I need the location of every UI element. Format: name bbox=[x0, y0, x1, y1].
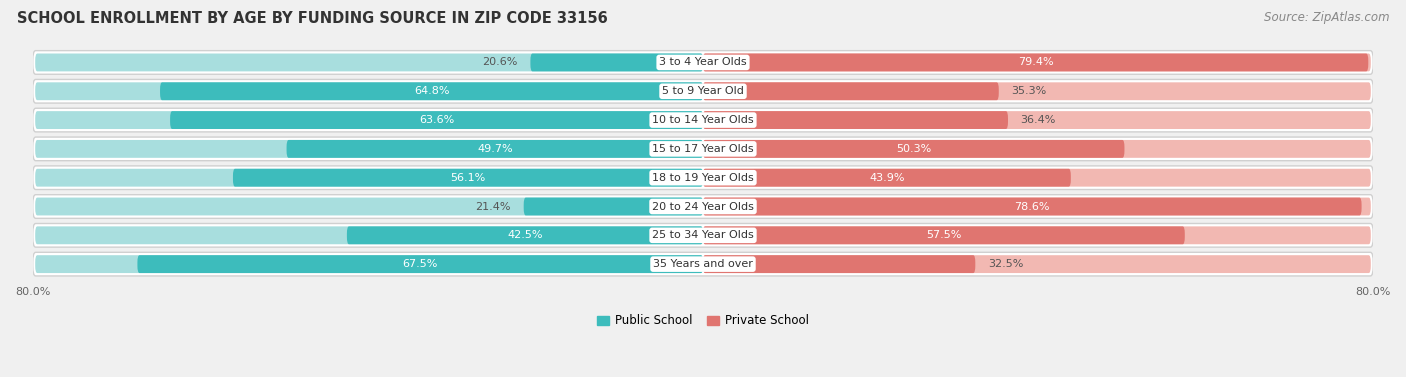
Legend: Public School, Private School: Public School, Private School bbox=[598, 314, 808, 328]
FancyBboxPatch shape bbox=[32, 108, 1374, 132]
FancyBboxPatch shape bbox=[530, 54, 703, 71]
Text: 35.3%: 35.3% bbox=[1011, 86, 1046, 96]
FancyBboxPatch shape bbox=[32, 195, 1374, 218]
FancyBboxPatch shape bbox=[35, 226, 703, 244]
Text: 18 to 19 Year Olds: 18 to 19 Year Olds bbox=[652, 173, 754, 183]
FancyBboxPatch shape bbox=[703, 226, 1185, 244]
Text: Source: ZipAtlas.com: Source: ZipAtlas.com bbox=[1264, 11, 1389, 24]
FancyBboxPatch shape bbox=[35, 140, 703, 158]
FancyBboxPatch shape bbox=[32, 51, 1374, 74]
Text: 56.1%: 56.1% bbox=[450, 173, 485, 183]
FancyBboxPatch shape bbox=[523, 198, 703, 215]
Text: 35 Years and over: 35 Years and over bbox=[652, 259, 754, 269]
Text: 50.3%: 50.3% bbox=[896, 144, 931, 154]
FancyBboxPatch shape bbox=[35, 255, 703, 273]
FancyBboxPatch shape bbox=[233, 169, 703, 187]
FancyBboxPatch shape bbox=[32, 224, 1374, 247]
FancyBboxPatch shape bbox=[703, 140, 1125, 158]
Text: 20 to 24 Year Olds: 20 to 24 Year Olds bbox=[652, 202, 754, 211]
FancyBboxPatch shape bbox=[703, 226, 1371, 244]
Text: 3 to 4 Year Olds: 3 to 4 Year Olds bbox=[659, 57, 747, 67]
FancyBboxPatch shape bbox=[160, 82, 703, 100]
FancyBboxPatch shape bbox=[703, 82, 1371, 100]
FancyBboxPatch shape bbox=[703, 54, 1371, 71]
Text: 67.5%: 67.5% bbox=[402, 259, 437, 269]
Text: 78.6%: 78.6% bbox=[1015, 202, 1050, 211]
Text: 57.5%: 57.5% bbox=[927, 230, 962, 240]
FancyBboxPatch shape bbox=[35, 169, 703, 187]
FancyBboxPatch shape bbox=[703, 255, 1371, 273]
FancyBboxPatch shape bbox=[35, 54, 703, 71]
Text: 36.4%: 36.4% bbox=[1021, 115, 1056, 125]
Text: 79.4%: 79.4% bbox=[1018, 57, 1053, 67]
Text: SCHOOL ENROLLMENT BY AGE BY FUNDING SOURCE IN ZIP CODE 33156: SCHOOL ENROLLMENT BY AGE BY FUNDING SOUR… bbox=[17, 11, 607, 26]
FancyBboxPatch shape bbox=[35, 198, 703, 215]
Text: 64.8%: 64.8% bbox=[413, 86, 450, 96]
FancyBboxPatch shape bbox=[347, 226, 703, 244]
FancyBboxPatch shape bbox=[703, 198, 1361, 215]
FancyBboxPatch shape bbox=[32, 80, 1374, 103]
Text: 21.4%: 21.4% bbox=[475, 202, 512, 211]
FancyBboxPatch shape bbox=[703, 169, 1371, 187]
FancyBboxPatch shape bbox=[703, 82, 998, 100]
FancyBboxPatch shape bbox=[703, 140, 1371, 158]
FancyBboxPatch shape bbox=[703, 169, 1071, 187]
FancyBboxPatch shape bbox=[35, 111, 703, 129]
Text: 10 to 14 Year Olds: 10 to 14 Year Olds bbox=[652, 115, 754, 125]
FancyBboxPatch shape bbox=[703, 111, 1371, 129]
FancyBboxPatch shape bbox=[138, 255, 703, 273]
FancyBboxPatch shape bbox=[35, 82, 703, 100]
FancyBboxPatch shape bbox=[703, 198, 1371, 215]
FancyBboxPatch shape bbox=[287, 140, 703, 158]
FancyBboxPatch shape bbox=[32, 252, 1374, 276]
Text: 32.5%: 32.5% bbox=[988, 259, 1024, 269]
FancyBboxPatch shape bbox=[32, 166, 1374, 190]
Text: 63.6%: 63.6% bbox=[419, 115, 454, 125]
FancyBboxPatch shape bbox=[170, 111, 703, 129]
Text: 5 to 9 Year Old: 5 to 9 Year Old bbox=[662, 86, 744, 96]
Text: 15 to 17 Year Olds: 15 to 17 Year Olds bbox=[652, 144, 754, 154]
Text: 49.7%: 49.7% bbox=[477, 144, 513, 154]
FancyBboxPatch shape bbox=[703, 54, 1368, 71]
Text: 42.5%: 42.5% bbox=[508, 230, 543, 240]
Text: 43.9%: 43.9% bbox=[869, 173, 904, 183]
FancyBboxPatch shape bbox=[703, 111, 1008, 129]
FancyBboxPatch shape bbox=[703, 255, 976, 273]
Text: 25 to 34 Year Olds: 25 to 34 Year Olds bbox=[652, 230, 754, 240]
Text: 20.6%: 20.6% bbox=[482, 57, 517, 67]
FancyBboxPatch shape bbox=[32, 137, 1374, 161]
